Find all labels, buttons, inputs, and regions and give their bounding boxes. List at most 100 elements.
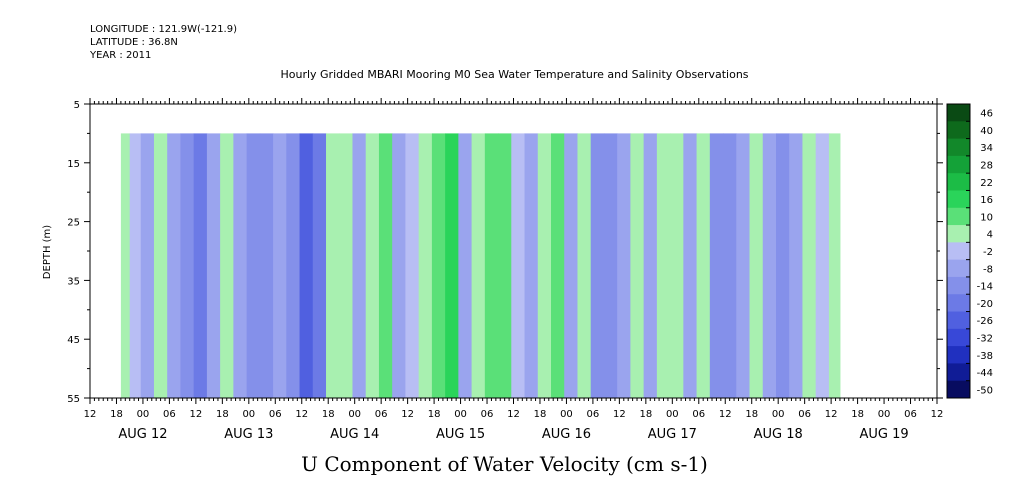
y-tick-label: 15 — [67, 159, 80, 170]
colorbar-swatch — [947, 190, 970, 209]
heatmap-cell — [802, 133, 817, 398]
x-hour-label: 00 — [666, 409, 679, 420]
colorbar-swatch — [947, 363, 970, 382]
colorbar-label: -32 — [977, 333, 993, 344]
x-day-label: AUG 14 — [330, 427, 379, 442]
heatmap-cell — [167, 133, 181, 398]
heatmap-cell — [484, 133, 499, 398]
year-label: YEAR : 2011 — [90, 50, 152, 61]
colorbar-swatch — [947, 259, 970, 278]
heatmap-cell — [129, 133, 142, 398]
heatmap-cell — [180, 133, 195, 398]
heatmap-cell — [550, 133, 565, 398]
colorbar-swatch — [947, 311, 970, 330]
x-hour-label: 06 — [375, 409, 388, 420]
x-hour-label: 12 — [931, 409, 944, 420]
colorbar-swatch — [947, 380, 970, 399]
x-hour-label: 18 — [428, 409, 441, 420]
x-hour-label: 00 — [772, 409, 785, 420]
heatmap-cell — [537, 133, 552, 398]
heatmap-cell — [233, 133, 248, 398]
colorbar-swatch — [947, 346, 970, 364]
y-tick-label: 55 — [67, 394, 80, 405]
x-hour-label: 18 — [534, 409, 547, 420]
heatmap-cell — [670, 133, 684, 398]
y-tick-label: 25 — [67, 218, 80, 229]
x-hour-label: 06 — [692, 409, 705, 420]
x-hour-label: 06 — [269, 409, 282, 420]
chart-title: Hourly Gridded MBARI Mooring M0 Sea Wate… — [280, 68, 749, 81]
colorbar-label: -20 — [977, 299, 993, 310]
heatmap-cell — [471, 133, 486, 398]
colorbar-frame — [946, 103, 971, 399]
y-tick-label: 5 — [74, 100, 80, 111]
latitude-label: LATITUDE : 36.8N — [90, 37, 178, 48]
heatmap-cell — [709, 133, 724, 398]
heatmap-cell — [524, 133, 539, 398]
x-hour-label: 12 — [401, 409, 414, 420]
heatmap-cell — [352, 133, 367, 398]
heatmap-cell — [405, 133, 420, 398]
x-day-label: AUG 18 — [754, 427, 803, 442]
colorbar-label: -26 — [977, 316, 993, 327]
x-hour-label: 12 — [295, 409, 308, 420]
colorbar-swatch — [947, 328, 970, 347]
x-hour-label: 06 — [163, 409, 176, 420]
x-hour-label: 06 — [904, 409, 917, 420]
colorbar-swatch — [947, 155, 970, 174]
colorbar-label: 40 — [980, 126, 993, 137]
heatmap-cell — [656, 133, 671, 398]
x-hour-label: 06 — [481, 409, 494, 420]
heatmap-cell — [762, 133, 777, 398]
x-hour-label: 18 — [216, 409, 229, 420]
colorbar-swatch — [947, 276, 970, 295]
heatmap-cell — [378, 133, 393, 398]
colorbar: 46 40 34 28 22 16 10 4 -2 -8 -14 -20 -26 -32 -38 -44 -50 — [946, 103, 993, 399]
colorbar-label: 34 — [980, 143, 993, 154]
x-hour-label: 12 — [613, 409, 626, 420]
heatmap-cell — [273, 133, 287, 398]
heatmap-cell — [365, 133, 380, 398]
heatmap-cell — [789, 133, 803, 398]
heatmap-cell — [339, 133, 353, 398]
colorbar-swatch — [947, 225, 970, 243]
heatmap-cell — [140, 133, 155, 398]
x-hour-label: 12 — [190, 409, 203, 420]
heatmap-cell — [286, 133, 301, 398]
x-hour-label: 18 — [322, 409, 335, 420]
heatmap-cell — [564, 133, 578, 398]
heatmap-cell — [458, 133, 473, 398]
colorbar-swatch — [947, 104, 970, 122]
heatmap-cell — [498, 133, 512, 398]
x-hour-label: 12 — [84, 409, 97, 420]
heatmap-cell — [220, 133, 234, 398]
x-hour-label: 00 — [242, 409, 255, 420]
x-day-label: AUG 16 — [542, 427, 591, 442]
y-tick-label: 45 — [67, 335, 80, 346]
colorbar-label: 16 — [980, 195, 993, 206]
heatmap-cell — [603, 133, 618, 398]
heatmap-cell — [617, 133, 631, 398]
heatmap-cell — [392, 133, 406, 398]
x-hour-label: 06 — [798, 409, 811, 420]
colorbar-label: 22 — [980, 178, 993, 189]
heatmap-cell — [643, 133, 658, 398]
colorbar-label: -8 — [983, 264, 993, 275]
colorbar-label: -44 — [977, 368, 993, 379]
colorbar-swatch — [947, 121, 970, 140]
colorbar-label: 10 — [980, 212, 993, 223]
colorbar-swatch — [947, 207, 970, 226]
heatmap-cell — [326, 133, 340, 398]
heatmap-cell — [299, 133, 314, 398]
colorbar-label: 46 — [980, 109, 993, 120]
heatmap-cell — [723, 133, 737, 398]
heatmap-cell — [749, 133, 764, 398]
colorbar-swatch — [947, 294, 970, 313]
heatmap-cell — [445, 133, 459, 398]
x-day-label: AUG 13 — [224, 427, 273, 442]
colorbar-label: -2 — [983, 247, 993, 258]
x-day-label: AUG 17 — [648, 427, 697, 442]
heatmap-cell — [431, 133, 446, 398]
x-hour-label: 00 — [454, 409, 467, 420]
x-hour-label: 12 — [507, 409, 520, 420]
